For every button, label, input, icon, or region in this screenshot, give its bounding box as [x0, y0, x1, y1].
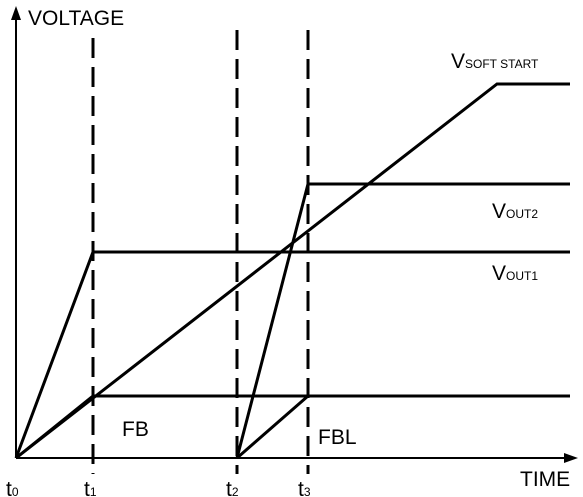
fb-signal: [15, 394, 570, 460]
fbl-signal: [236, 394, 309, 460]
region-label: FBL: [318, 426, 357, 449]
time-marker-label: t2: [226, 478, 239, 497]
y-axis-arrow: [11, 6, 21, 20]
y-axis-label: VOLTAGE: [28, 7, 124, 30]
x-axis-label: TIME: [520, 468, 570, 491]
x-axis-arrow: [564, 453, 578, 463]
time-marker-label: t1: [84, 478, 97, 497]
time-marker-label: t3: [298, 478, 311, 497]
vout2-signal: [235, 182, 570, 459]
vout1-signal: [14, 250, 570, 459]
soft-start-signal: [15, 82, 570, 460]
region-label: FB: [122, 418, 149, 441]
signal-label: VSOFT START: [451, 50, 539, 73]
signal-label: VOUT1: [492, 262, 538, 285]
time-marker-label: t0: [6, 478, 19, 497]
signal-label: VOUT2: [492, 200, 538, 223]
